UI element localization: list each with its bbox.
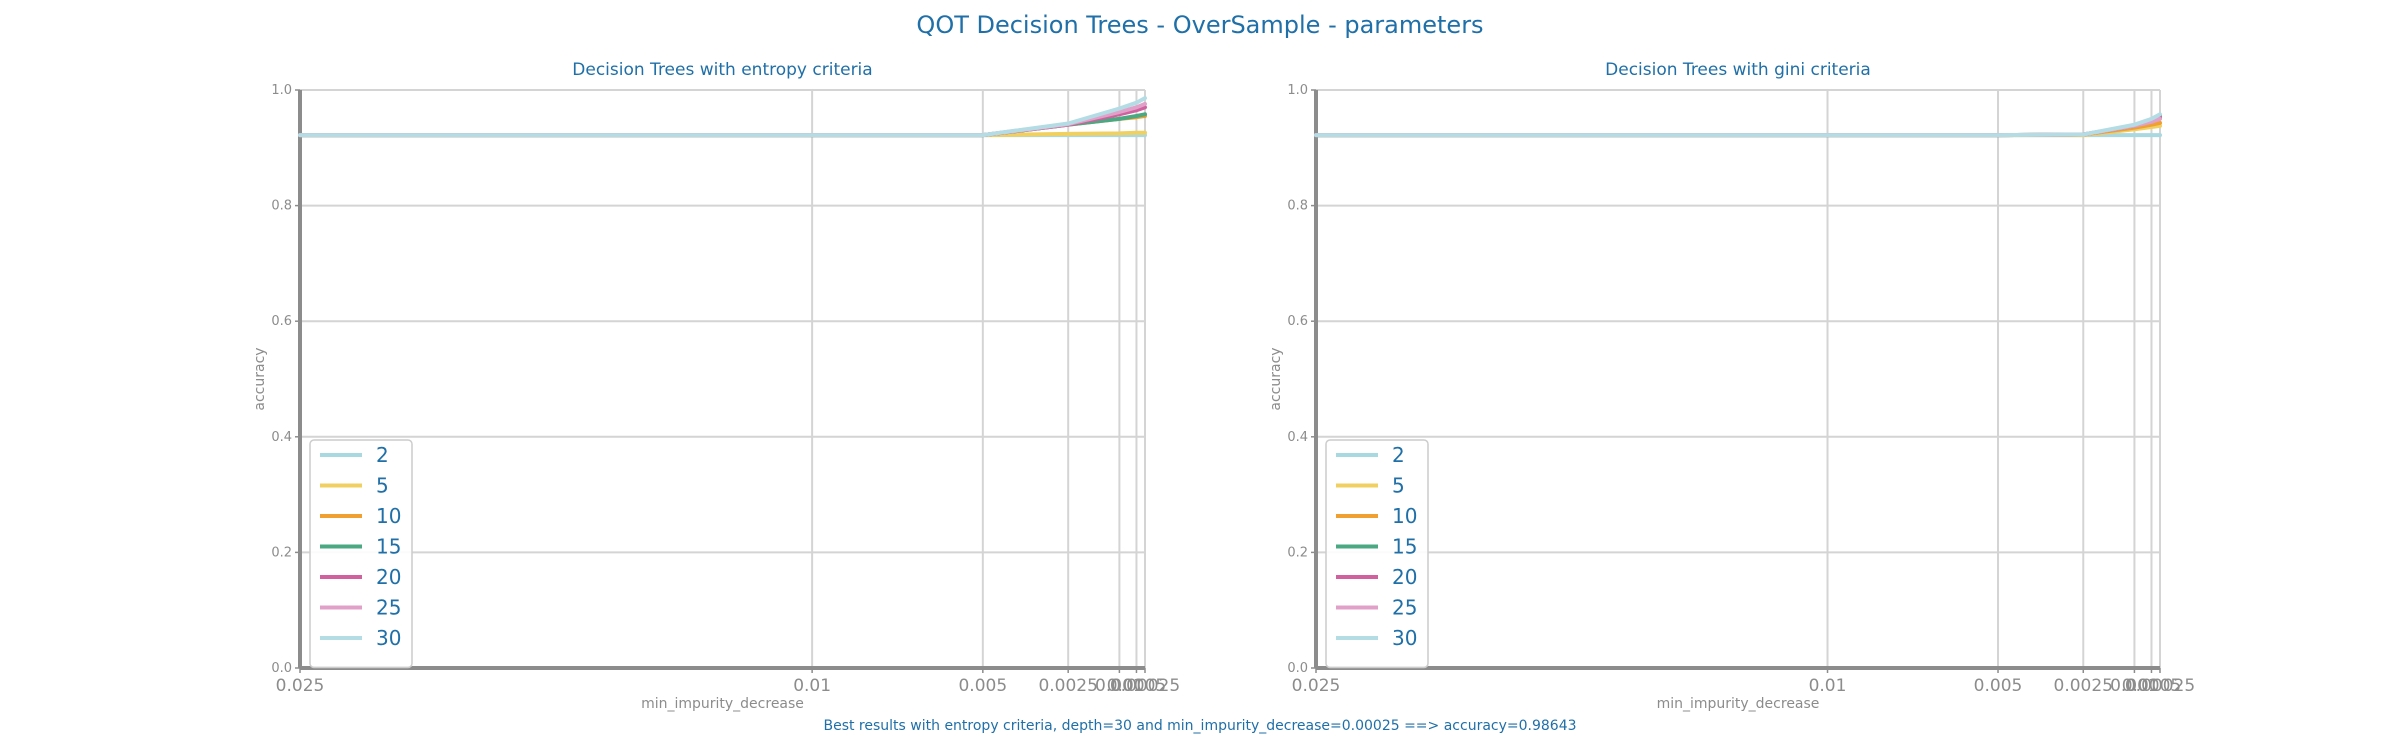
- x-tick-label: 0.025: [276, 676, 325, 696]
- x-tick-label: 0.00025: [2125, 676, 2195, 696]
- x-tick-label: 0.00025: [1110, 676, 1180, 696]
- legend-label-25: 25: [376, 596, 401, 620]
- legend-label-15: 15: [376, 535, 401, 559]
- y-tick-label: 0.8: [271, 199, 292, 214]
- legend-label-10: 10: [1392, 504, 1417, 528]
- y-tick-label: 0.6: [1287, 314, 1308, 329]
- series-line-25: [1314, 116, 2162, 138]
- chart-title: Decision Trees with entropy criteria: [572, 60, 872, 80]
- y-tick-label: 0.4: [1287, 430, 1308, 445]
- x-tick-label: 0.001: [2110, 676, 2159, 696]
- x-tick-label: 0.01: [1809, 676, 1847, 696]
- y-tick-label: 0.0: [271, 661, 292, 676]
- x-tick-label: 0.005: [1974, 676, 2023, 696]
- chart-panel-gini: 0.00.20.40.60.81.00.025 0.01 0.005 0.00250.…: [1268, 60, 2195, 712]
- legend-label-30: 30: [376, 626, 401, 650]
- legend-label-20: 20: [1392, 565, 1417, 589]
- x-tick-label: 0.001: [1095, 676, 1144, 696]
- y-axis-label: accuracy: [1268, 347, 1284, 410]
- y-tick-label: 1.0: [271, 83, 292, 98]
- chart-title: Decision Trees with gini criteria: [1605, 60, 1871, 80]
- y-axis-label: accuracy: [252, 347, 268, 410]
- legend-box: [309, 439, 413, 669]
- figure-title: QOT Decision Trees - OverSample - parame…: [916, 11, 1483, 39]
- y-tick-label: 0.4: [271, 430, 292, 445]
- x-tick-label: 0.005: [958, 676, 1007, 696]
- series-line-15: [1314, 114, 2162, 138]
- x-tick-label: 0.0005: [2122, 676, 2181, 696]
- x-tick-label: 0.01: [793, 676, 831, 696]
- y-tick-label: 0.2: [1287, 545, 1308, 560]
- legend-label-2: 2: [376, 443, 389, 467]
- legend-label-10: 10: [376, 504, 401, 528]
- y-tick-label: 0.6: [271, 314, 292, 329]
- x-axis-label: min_impurity_decrease: [641, 696, 804, 712]
- legend-box: [1325, 439, 1429, 669]
- y-tick-label: 0.8: [1287, 199, 1308, 214]
- legend-label-20: 20: [376, 565, 401, 589]
- x-tick-label: 0.0005: [1107, 676, 1166, 696]
- legend-label-30: 30: [1392, 626, 1417, 650]
- series-line-30: [1314, 112, 2162, 138]
- x-tick-label: 0.025: [1292, 676, 1341, 696]
- figure-footer: Best results with entropy criteria, dept…: [823, 718, 1576, 734]
- y-tick-label: 1.0: [1287, 83, 1308, 98]
- chart-panel-entropy: 0.00.20.40.60.81.00.025 0.01 0.005 0.00250.…: [252, 60, 1180, 712]
- y-tick-label: 0.0: [1287, 661, 1308, 676]
- series-line-30: [298, 96, 1147, 138]
- legend-label-2: 2: [1392, 443, 1405, 467]
- series-line-20: [1314, 115, 2162, 138]
- x-tick-label: 0.0025: [2054, 676, 2113, 696]
- legend-label-5: 5: [1392, 474, 1405, 498]
- x-tick-label: 0.0025: [1038, 676, 1097, 696]
- y-tick-label: 0.2: [271, 545, 292, 560]
- legend-label-25: 25: [1392, 596, 1417, 620]
- legend-label-15: 15: [1392, 535, 1417, 559]
- legend-label-5: 5: [376, 474, 389, 498]
- x-axis-label: min_impurity_decrease: [1657, 696, 1820, 712]
